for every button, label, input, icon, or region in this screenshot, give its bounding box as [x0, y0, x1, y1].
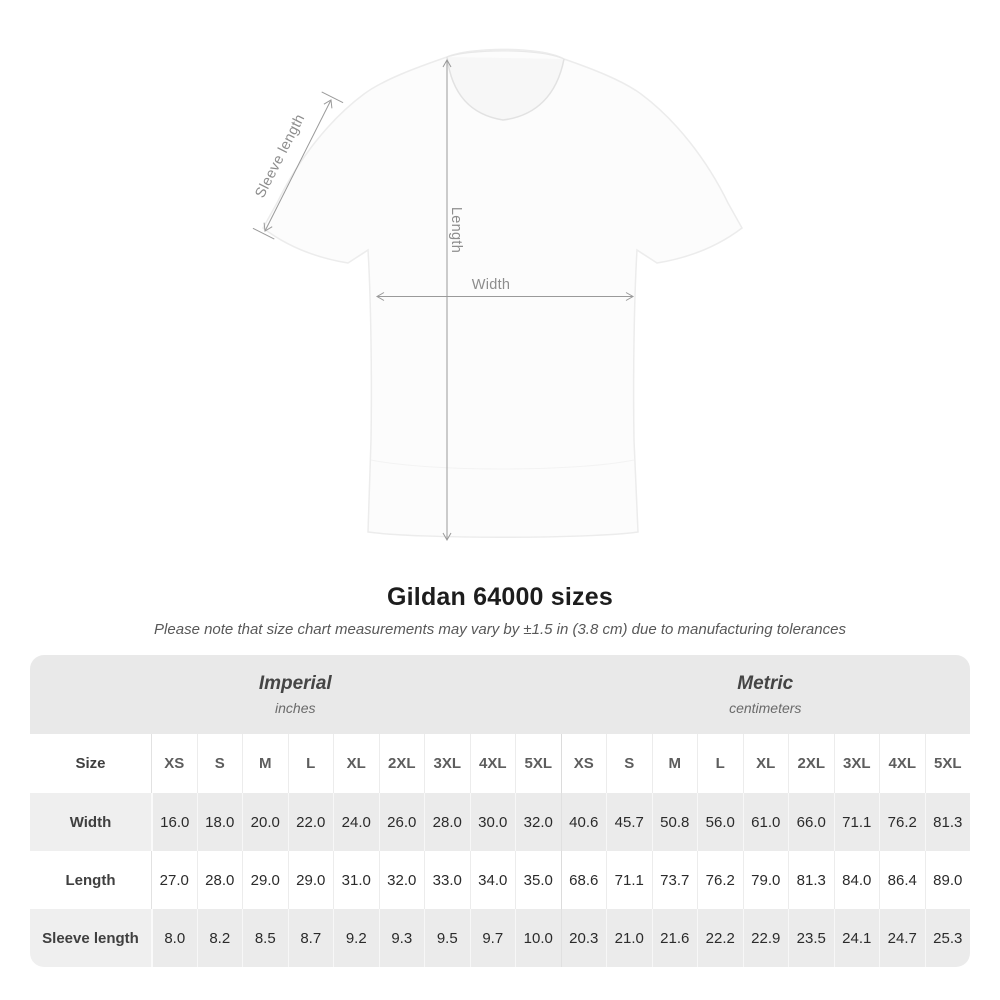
width-imperial-5xl: 32.0: [515, 793, 561, 851]
sleeve-length-metric-5xl: 25.3: [924, 909, 970, 967]
sleeve-length-metric-3xl: 24.1: [833, 909, 879, 967]
tolerance-note: Please note that size chart measurements…: [154, 621, 846, 638]
imperial-title: Imperial: [258, 672, 332, 694]
size-header-imperial-3xl: 3XL: [424, 734, 470, 793]
width-metric-l: 56.0: [697, 793, 743, 851]
length-imperial-s: 28.0: [196, 851, 242, 909]
width-imperial-3xl: 28.0: [424, 793, 470, 851]
unit-group-row: Imperial inches Metric centimeters: [30, 655, 970, 734]
size-header-row: Size XS S M L XL 2XL 3XL 4XL 5XL XS S M L XL 2XL 3XL 4XL…: [30, 734, 970, 793]
sleeve-length-metric-m: 21.6: [651, 909, 697, 967]
length-imperial-2xl: 32.0: [378, 851, 424, 909]
size-header-imperial-4xl: 4XL: [469, 734, 515, 793]
row-label: Sleeve length: [30, 909, 151, 967]
size-header-imperial-s: S: [196, 734, 242, 793]
width-label: Width: [472, 277, 511, 293]
size-header-imperial-2xl: 2XL: [378, 734, 424, 793]
width-metric-m: 50.8: [651, 793, 697, 851]
width-metric-xl: 61.0: [742, 793, 788, 851]
page-title: Gildan 64000 sizes: [387, 583, 613, 611]
length-imperial-l: 29.0: [287, 851, 333, 909]
size-header-imperial-m: M: [242, 734, 288, 793]
size-header-metric-s: S: [606, 734, 652, 793]
length-metric-3xl: 84.0: [833, 851, 879, 909]
row-label: Length: [30, 851, 151, 909]
size-header-metric-xs: XS: [560, 734, 606, 793]
length-metric-4xl: 86.4: [879, 851, 925, 909]
length-arrow: Length: [442, 58, 464, 542]
length-imperial-4xl: 34.0: [469, 851, 515, 909]
width-arrow: Width: [375, 277, 635, 301]
width-imperial-4xl: 30.0: [469, 793, 515, 851]
size-header-metric-3xl: 3XL: [833, 734, 879, 793]
sleeve-length-imperial-2xl: 9.3: [378, 909, 424, 967]
width-imperial-m: 20.0: [242, 793, 288, 851]
length-imperial-xs: 27.0: [151, 851, 197, 909]
sleeve-length-metric-xl: 22.9: [742, 909, 788, 967]
sleeve-length-metric-s: 21.0: [606, 909, 652, 967]
width-imperial-s: 18.0: [196, 793, 242, 851]
length-imperial-3xl: 33.0: [424, 851, 470, 909]
width-metric-5xl: 81.3: [924, 793, 970, 851]
measurement-row-sleeve-length: Sleeve length 8.0 8.2 8.5 8.7 9.2 9.3 9.5 9.7 10.…: [30, 909, 970, 967]
width-metric-3xl: 71.1: [833, 793, 879, 851]
sleeve-length-imperial-5xl: 10.0: [515, 909, 561, 967]
size-header-imperial-5xl: 5XL: [515, 734, 561, 793]
size-chart: Imperial inches Metric centimeters Size …: [30, 655, 970, 967]
size-header-imperial-xl: XL: [333, 734, 379, 793]
metric-title: Metric: [737, 672, 794, 694]
size-header-metric-4xl: 4XL: [879, 734, 925, 793]
sleeve-length-imperial-4xl: 9.7: [469, 909, 515, 967]
heading-block: Gildan 64000 sizes Please note that size…: [0, 583, 1000, 638]
size-column-header: Size: [30, 734, 151, 793]
width-imperial-xl: 24.0: [333, 793, 379, 851]
sleeve-length-imperial-s: 8.2: [196, 909, 242, 967]
measurement-row-length: Length 27.0 28.0 29.0 29.0 31.0 32.0 33.0 34.0 35…: [30, 851, 970, 909]
sleeve-length-imperial-xl: 9.2: [333, 909, 379, 967]
length-metric-l: 76.2: [697, 851, 743, 909]
length-label: Length: [448, 207, 464, 253]
length-imperial-xl: 31.0: [333, 851, 379, 909]
size-header-metric-2xl: 2XL: [788, 734, 834, 793]
sleeve-length-metric-l: 22.2: [697, 909, 743, 967]
tshirt-measurement-diagram: Sleeve length Length Width: [252, 48, 743, 542]
length-metric-2xl: 81.3: [788, 851, 834, 909]
metric-group-header: Metric centimeters: [560, 655, 970, 734]
size-header-metric-m: M: [651, 734, 697, 793]
width-metric-2xl: 66.0: [788, 793, 834, 851]
length-imperial-m: 29.0: [242, 851, 288, 909]
size-header-metric-xl: XL: [742, 734, 788, 793]
metric-unit: centimeters: [729, 699, 802, 716]
length-imperial-5xl: 35.0: [515, 851, 561, 909]
size-header-metric-5xl: 5XL: [924, 734, 970, 793]
length-metric-xl: 79.0: [742, 851, 788, 909]
sleeve-length-metric-4xl: 24.7: [879, 909, 925, 967]
width-metric-xs: 40.6: [560, 793, 606, 851]
sleeve-length-metric-2xl: 23.5: [788, 909, 834, 967]
sleeve-length-imperial-m: 8.5: [242, 909, 288, 967]
tshirt-image: [262, 48, 743, 538]
length-metric-xs: 68.6: [560, 851, 606, 909]
length-metric-s: 71.1: [606, 851, 652, 909]
measurement-row-width: Width 16.0 18.0 20.0 22.0 24.0 26.0 28.0 30.0 32.…: [30, 793, 970, 851]
imperial-group-header: Imperial inches: [30, 655, 561, 734]
width-metric-4xl: 76.2: [879, 793, 925, 851]
sleeve-length-imperial-xs: 8.0: [151, 909, 197, 967]
sleeve-length-imperial-3xl: 9.5: [424, 909, 470, 967]
row-label: Width: [30, 793, 151, 851]
width-imperial-l: 22.0: [287, 793, 333, 851]
sleeve-length-metric-xs: 20.3: [560, 909, 606, 967]
width-imperial-2xl: 26.0: [378, 793, 424, 851]
imperial-unit: inches: [275, 699, 316, 716]
size-header-imperial-xs: XS: [151, 734, 197, 793]
sleeve-length-imperial-l: 8.7: [287, 909, 333, 967]
size-chart-table: Imperial inches Metric centimeters Size …: [30, 655, 970, 967]
length-metric-m: 73.7: [651, 851, 697, 909]
length-metric-5xl: 89.0: [924, 851, 970, 909]
size-header-metric-l: L: [697, 734, 743, 793]
width-imperial-xs: 16.0: [151, 793, 197, 851]
width-metric-s: 45.7: [606, 793, 652, 851]
size-header-imperial-l: L: [287, 734, 333, 793]
